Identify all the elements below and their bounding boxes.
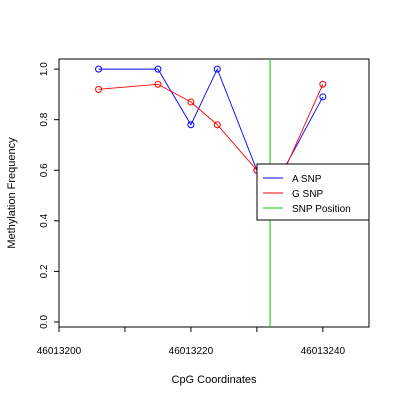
a-snp-point — [213, 65, 221, 73]
y-tick-label: 0.4 — [39, 213, 50, 227]
a-snp-point — [187, 121, 195, 129]
y-tick-label: 1.0 — [39, 62, 50, 76]
y-tick-label: 0.6 — [39, 163, 50, 177]
g-snp-point — [213, 121, 221, 129]
a-snp-point — [95, 65, 103, 73]
g-snp-point — [95, 85, 103, 93]
x-tick-label: 46013200 — [37, 346, 82, 357]
x-axis: 46013200 46013220 46013240 — [37, 326, 346, 357]
g-snp-point — [154, 80, 162, 88]
series-layer — [95, 65, 327, 177]
a-snp-series-line — [98, 67, 324, 171]
y-axis: 0.0 0.2 0.4 0.6 0.8 1.0 — [39, 62, 59, 329]
g-snp-point — [319, 80, 327, 88]
legend-label-a-snp: A SNP — [292, 174, 322, 185]
legend-label-snp-position: SNP Position — [292, 204, 351, 215]
legend-box — [256, 163, 370, 221]
y-axis-title: Methylation Frequency — [6, 137, 18, 249]
g-snp-series-line — [98, 83, 324, 174]
x-tick-label: 46013240 — [301, 346, 346, 357]
legend-items: A SNP G SNP SNP Position — [263, 174, 351, 215]
legend: A SNP G SNP SNP Position — [256, 163, 370, 221]
a-snp-point — [154, 65, 162, 73]
x-tick-label: 46013220 — [169, 346, 214, 357]
y-tick-label: 0.0 — [39, 315, 50, 329]
a-snp-point — [319, 93, 327, 101]
y-tick-label: 0.8 — [39, 112, 50, 126]
y-tick-label: 0.2 — [39, 264, 50, 278]
g-snp-point — [187, 98, 195, 106]
x-axis-title: CpG Coordinates — [172, 374, 257, 386]
legend-label-g-snp: G SNP — [292, 189, 323, 200]
